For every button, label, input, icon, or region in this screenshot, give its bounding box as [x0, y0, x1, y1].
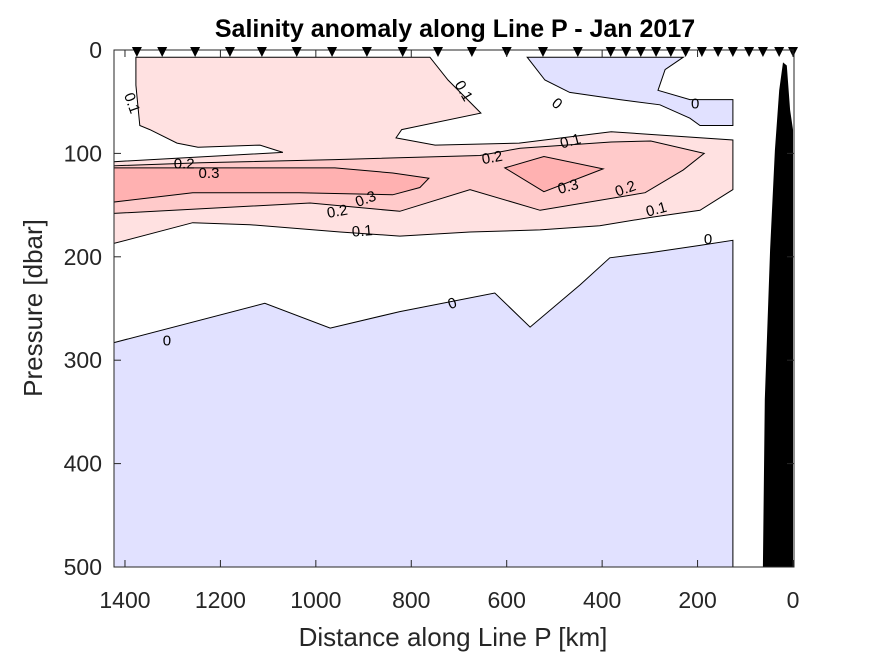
contour-label: 0.2 — [613, 177, 638, 200]
station-marker-icon — [651, 47, 662, 57]
contour-label-group: 0.1 — [120, 91, 143, 116]
contour-label-group: 0.1 — [351, 222, 373, 241]
chart-title: Salinity anomaly along Line P - Jan 2017 — [215, 15, 695, 43]
station-marker-icon — [665, 47, 676, 57]
contour-label: 0.1 — [351, 222, 373, 241]
station-marker-icon — [744, 47, 755, 57]
contour-label: 0 — [163, 333, 171, 350]
station-marker-icon — [157, 47, 168, 57]
station-marker-icon — [774, 47, 785, 57]
contour-label-group: 0 — [691, 96, 699, 113]
y-tick-label: 500 — [64, 554, 102, 580]
contour-label: 0.3 — [353, 188, 378, 211]
contour-label: 0.1 — [120, 91, 143, 116]
y-tick-label: 100 — [64, 140, 102, 166]
x-tick-label: 400 — [583, 587, 621, 613]
station-marker-icon — [131, 47, 142, 57]
station-marker-icon — [291, 47, 302, 57]
contour-label-group: 0.3 — [353, 188, 378, 211]
station-marker-icon — [327, 47, 338, 57]
x-tick-label: 800 — [392, 587, 430, 613]
x-axis-ticks: 1400 1200 1000 800 600 400 200 0 — [99, 50, 799, 613]
contour-label-group: 0 — [163, 333, 171, 350]
station-marker-icon — [256, 47, 267, 57]
y-axis-ticks: 0 100 200 300 400 500 — [64, 37, 794, 580]
contour-label-group: 0.3 — [556, 176, 581, 198]
station-marker-icon — [713, 47, 724, 57]
contour-label-group: 0.2 — [480, 148, 503, 168]
contour-label: 0.2 — [480, 148, 503, 168]
y-axis-label: Pressure [dbar] — [18, 219, 48, 397]
bathymetry-shape — [762, 62, 793, 568]
contour-label: 0 — [548, 95, 565, 113]
contour-label: 0.2 — [174, 156, 195, 173]
contour-label-group: 0 — [548, 95, 565, 113]
station-marker-icon — [572, 47, 583, 57]
station-marker-icon — [696, 47, 707, 57]
station-marker-icon — [605, 47, 616, 57]
contour-label: 0.3 — [556, 176, 581, 198]
x-tick-label: 1000 — [290, 587, 341, 613]
contour-label-group: 0.3 — [199, 165, 220, 182]
contour-region-03 — [503, 155, 605, 193]
contour-label: 0.2 — [326, 202, 349, 222]
contour-label: 0.1 — [644, 199, 669, 221]
contour-label-group: 0.2 — [326, 202, 349, 222]
plot-frame — [113, 49, 795, 568]
station-marker-icon — [620, 47, 631, 57]
station-marker-icon — [537, 47, 548, 57]
contour-label: 0 — [704, 231, 712, 248]
x-tick-label: 1400 — [99, 587, 150, 613]
station-marker-icon — [224, 47, 235, 57]
contour-label: 0.3 — [199, 165, 220, 182]
station-marker-icon — [680, 47, 691, 57]
contour-label-group: 0.2 — [613, 177, 638, 200]
contour-label-group: 0.1 — [644, 199, 669, 221]
station-marker-icon — [432, 47, 443, 57]
station-marker-icon — [397, 47, 408, 57]
x-tick-label: 600 — [488, 587, 526, 613]
contour-region-03 — [113, 167, 430, 203]
contour-label-group: 0.1 — [558, 130, 583, 152]
y-tick-label: 0 — [89, 37, 102, 63]
station-marker-icon — [727, 47, 738, 57]
contour-region-0 — [113, 239, 734, 568]
contour-label: 0 — [691, 96, 699, 113]
station-markers — [131, 47, 798, 57]
station-marker-icon — [361, 47, 372, 57]
contour-label-group: 0.2 — [174, 156, 195, 173]
y-tick-label: 200 — [64, 244, 102, 270]
contour-fills — [113, 56, 734, 568]
bathymetry — [762, 62, 793, 568]
y-tick-label: 300 — [64, 347, 102, 373]
y-tick-label: 400 — [64, 451, 102, 477]
x-axis-label: Distance along Line P [km] — [299, 622, 608, 652]
station-marker-icon — [757, 47, 768, 57]
contour-region-0 — [526, 56, 734, 126]
station-marker-icon — [635, 47, 646, 57]
station-marker-icon — [190, 47, 201, 57]
contour-label-group: 0 — [704, 231, 712, 248]
x-tick-label: 1200 — [195, 587, 246, 613]
contour-label: 0.1 — [558, 130, 583, 152]
x-tick-label: 0 — [787, 587, 800, 613]
station-marker-icon — [466, 47, 477, 57]
x-tick-label: 200 — [678, 587, 716, 613]
